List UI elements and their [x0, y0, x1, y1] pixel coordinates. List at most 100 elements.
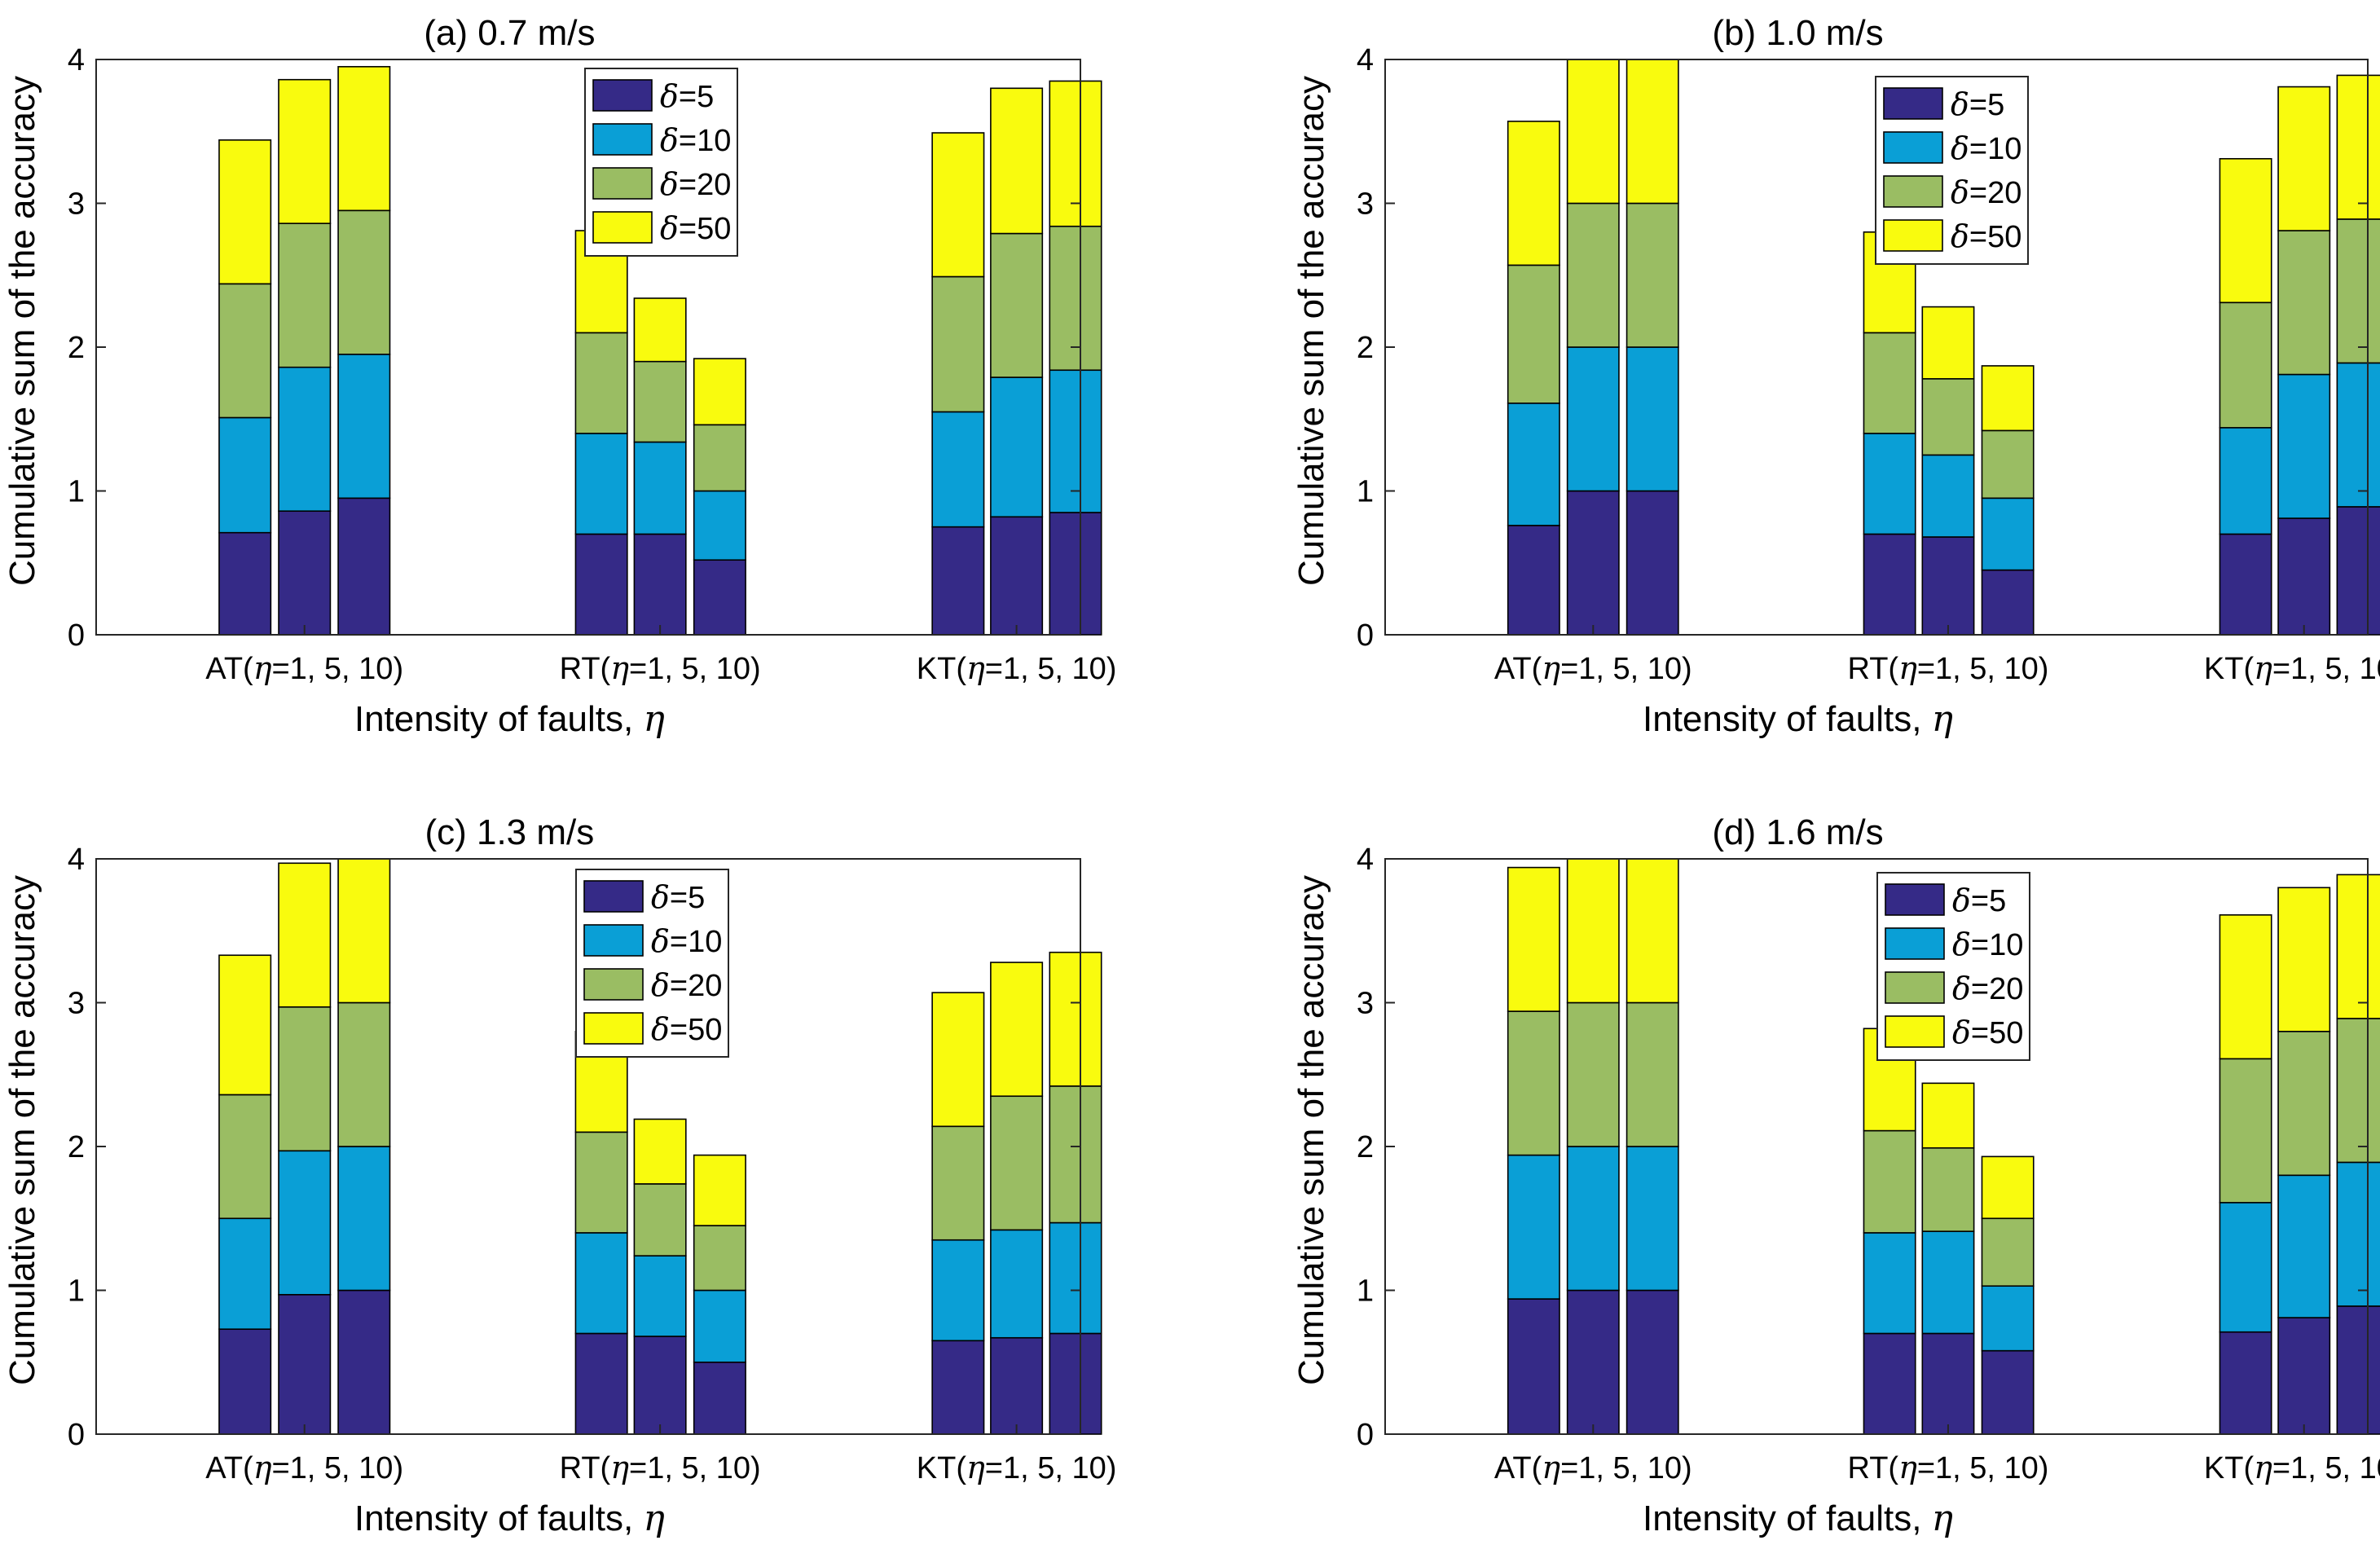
- bar-9-segment-1: [1049, 1332, 1102, 1435]
- legend-delta-symbol: δ: [660, 166, 679, 202]
- x-tick-label-suffix: =1, 5, 10): [271, 1451, 403, 1485]
- bar-8-segment-1: [990, 1336, 1044, 1435]
- bar-9-segment-2: [2336, 1161, 2380, 1307]
- bar-6-segment-3: [1981, 1217, 2035, 1287]
- bar-1-segment-1: [218, 1328, 272, 1435]
- bar-4-segment-1: [574, 533, 628, 636]
- bar-6-segment-1: [693, 559, 746, 636]
- x-tick-label-eta: η: [610, 1450, 629, 1485]
- legend: δ=5δ=10δ=20δ=50: [575, 869, 729, 1058]
- x-tick-label-eta: η: [2254, 650, 2272, 686]
- bar-2-segment-4: [278, 78, 332, 225]
- legend-swatch-1: [1883, 87, 1943, 120]
- x-tick-label-prefix: AT(: [205, 1451, 253, 1485]
- bar-7-segment-1: [931, 1340, 985, 1435]
- panel-title: (c) 1.3 m/s: [425, 812, 594, 852]
- bar-6-segment-4: [1981, 365, 2035, 432]
- bar-5-segment-3: [633, 360, 687, 443]
- bar-9-segment-1: [1049, 512, 1102, 636]
- legend-label-1: δ=5: [1951, 86, 2004, 122]
- bar-4-segment-3: [574, 332, 628, 434]
- legend-delta-value: =5: [679, 80, 714, 114]
- legend-swatch-1: [583, 880, 644, 913]
- x-axis-title: Intensity of faults, η: [354, 1498, 665, 1539]
- bar-1-segment-1: [1507, 525, 1560, 636]
- legend-delta-symbol: δ: [651, 1011, 670, 1047]
- x-tick-label: KT(η=1, 5, 10): [2204, 650, 2380, 686]
- x-tick-label: RT(η=1, 5, 10): [1847, 1450, 2048, 1485]
- legend-delta-symbol: δ: [1952, 1014, 1971, 1050]
- y-tick-label: 1: [1357, 1274, 1374, 1309]
- legend-delta-value: =20: [1969, 176, 2021, 210]
- bar-1-segment-3: [1507, 264, 1560, 404]
- x-tick-label-prefix: RT(: [1847, 1451, 1898, 1485]
- bar-2-segment-1: [1566, 490, 1620, 636]
- x-tick-label: KT(η=1, 5, 10): [917, 1450, 1117, 1485]
- bar-5-segment-1: [1921, 536, 1975, 636]
- x-axis-title-symbol: η: [643, 698, 664, 740]
- bar-1-segment-4: [1507, 121, 1560, 266]
- bar-3-segment-2: [337, 354, 391, 500]
- bar-9-segment-1: [2336, 506, 2380, 636]
- legend-delta-value: =10: [1969, 132, 2021, 166]
- bar-8-segment-2: [2277, 1174, 2331, 1318]
- legend-delta-value: =10: [679, 124, 731, 158]
- x-tick-label-suffix: =1, 5, 10): [271, 652, 403, 686]
- y-tick-label: 3: [1357, 187, 1374, 222]
- legend-delta-value: =20: [670, 969, 722, 1003]
- bar-6-segment-1: [693, 1361, 746, 1435]
- x-axis-title: Intensity of faults, η: [1643, 1498, 1953, 1539]
- bar-2-segment-2: [1566, 1146, 1620, 1292]
- x-tick-label: RT(η=1, 5, 10): [560, 650, 761, 686]
- legend: δ=5δ=10δ=20δ=50: [584, 68, 738, 257]
- bar-1-segment-4: [218, 139, 272, 285]
- bar-2-segment-1: [278, 1293, 332, 1435]
- bar-5-segment-2: [633, 441, 687, 535]
- legend-label-1: δ=5: [1952, 882, 2006, 918]
- legend-delta-symbol: δ: [660, 78, 679, 114]
- bar-6-segment-3: [693, 1225, 746, 1292]
- bar-8-segment-2: [990, 1229, 1044, 1339]
- legend-label-2: δ=10: [651, 923, 722, 959]
- y-axis-title: Cumulative sum of the accuracy: [1291, 76, 1331, 586]
- legend-swatch-4: [1885, 1015, 1945, 1048]
- legend-delta-symbol: δ: [1951, 86, 1969, 122]
- x-axis-title-symbol: η: [1932, 698, 1953, 740]
- y-tick-label: 0: [1357, 1418, 1374, 1452]
- bar-6-segment-2: [1981, 1285, 2035, 1352]
- bar-8-segment-1: [2277, 517, 2331, 636]
- x-axis-title-text: Intensity of faults,: [354, 1499, 644, 1538]
- bar-8-segment-2: [990, 376, 1044, 518]
- bar-7-segment-3: [2219, 301, 2272, 429]
- legend-swatch-2: [592, 123, 653, 156]
- bar-5-segment-1: [633, 533, 687, 636]
- legend-delta-symbol: δ: [660, 122, 679, 158]
- legend-label-3: δ=20: [1952, 970, 2023, 1006]
- legend-swatch-2: [583, 924, 644, 957]
- y-tick-label: 2: [68, 1130, 85, 1164]
- bar-3-segment-1: [1626, 490, 1679, 636]
- legend-delta-symbol: δ: [1952, 882, 1971, 918]
- bar-3-segment-3: [1626, 202, 1679, 348]
- legend-label-4: δ=50: [651, 1011, 722, 1047]
- bar-3-segment-3: [337, 209, 391, 355]
- bar-8-segment-1: [2277, 1317, 2331, 1435]
- bar-7-segment-1: [2219, 1331, 2272, 1435]
- x-tick-label: AT(η=1, 5, 10): [205, 650, 403, 686]
- bar-7-segment-3: [2219, 1058, 2272, 1204]
- legend-delta-value: =20: [1971, 972, 2023, 1006]
- bar-5-segment-1: [1921, 1332, 1975, 1435]
- legend-label-3: δ=20: [1951, 174, 2021, 210]
- x-tick-label-eta: η: [1542, 1450, 1560, 1485]
- y-tick-label: 3: [68, 987, 85, 1021]
- bar-8-segment-3: [990, 1095, 1044, 1231]
- legend-label-1: δ=5: [660, 78, 714, 114]
- bar-8-segment-4: [2277, 887, 2331, 1032]
- x-tick-label-prefix: KT(: [917, 1451, 967, 1485]
- bar-9-segment-2: [2336, 362, 2380, 508]
- legend-delta-value: =50: [1971, 1016, 2023, 1050]
- bar-3-segment-2: [1626, 1146, 1679, 1292]
- bar-3-segment-1: [1626, 1289, 1679, 1435]
- bar-4-segment-2: [1863, 1232, 1916, 1335]
